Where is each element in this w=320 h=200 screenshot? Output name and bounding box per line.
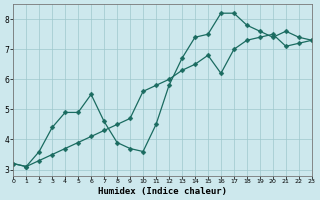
X-axis label: Humidex (Indice chaleur): Humidex (Indice chaleur) — [98, 187, 227, 196]
